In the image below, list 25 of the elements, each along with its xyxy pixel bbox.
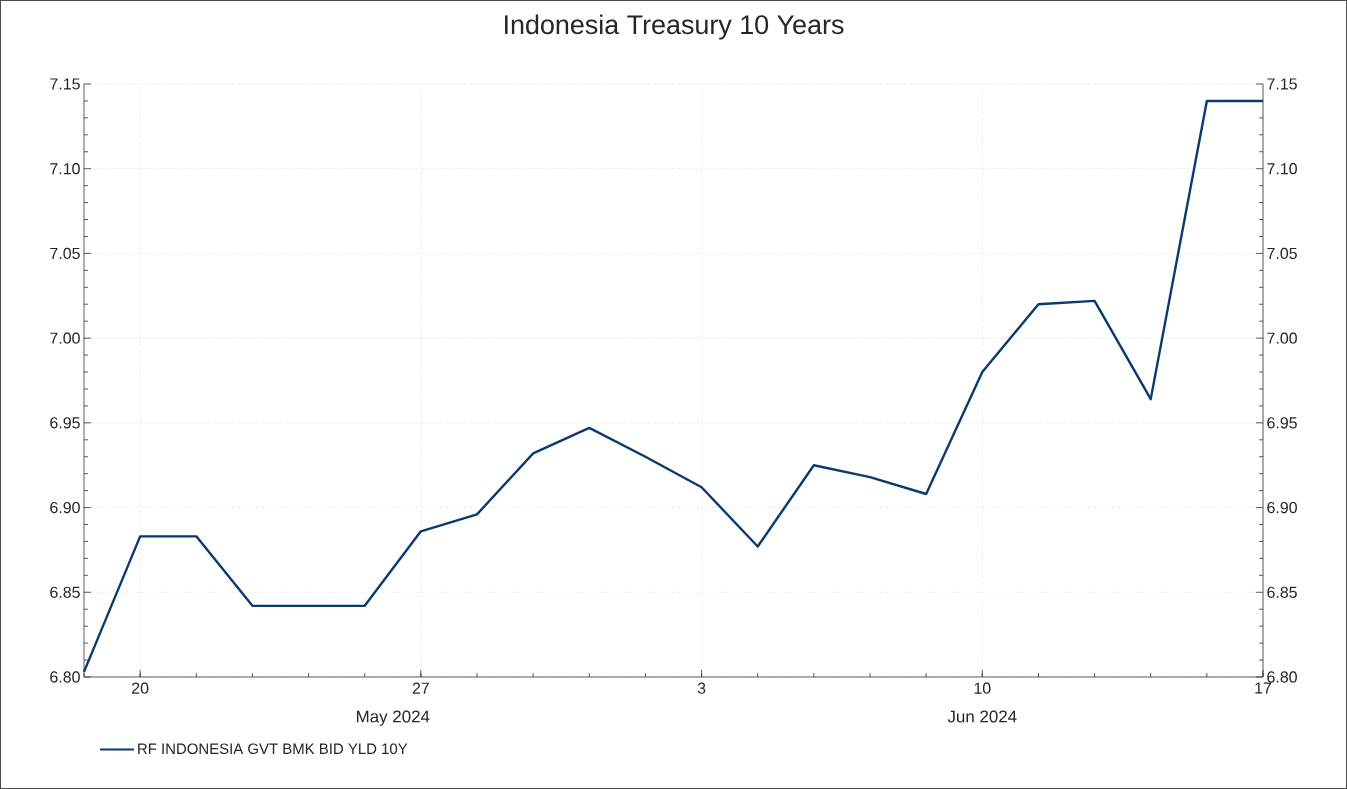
text: May 2024 [356,710,430,726]
y-tick-label: 7.00 [1267,332,1297,344]
y-tick-label: 7.05 [1267,247,1297,260]
x-tick-label: 27 [412,682,429,694]
y2-tick-label: 7.15 [50,78,80,90]
x-tick-label: 10 [974,682,991,694]
chart-title: Indonesia Treasury 10 Years [505,14,844,40]
y2-tick-label: 6.90 [50,501,80,514]
y-tick-label: 6.85 [1267,586,1297,598]
x-tick-label: 17 [1255,682,1272,694]
y2-tick-label: 7.05 [50,247,80,260]
y-tick-label: 7.10 [1267,163,1297,175]
y2-tick-label: 7.10 [50,163,80,175]
y2-tick-label: 7.00 [50,332,80,344]
y-tick-label: 6.95 [1267,417,1297,429]
y-tick-label: 6.90 [1267,501,1297,514]
y2-tick-label: 6.80 [50,671,80,683]
text: Jun 2024 [947,710,1017,723]
x-tick-label: 3 [697,682,706,694]
y-tick-label: 7.15 [1267,78,1297,90]
y2-tick-label: 6.95 [50,417,80,429]
y-tick-label: 6.80 [1267,671,1297,683]
x-tick-label: 20 [132,682,149,694]
legend-label: RF INDONESIA GVT BMK BID YLD 10Y [138,743,408,755]
y2-tick-label: 6.85 [50,586,80,598]
